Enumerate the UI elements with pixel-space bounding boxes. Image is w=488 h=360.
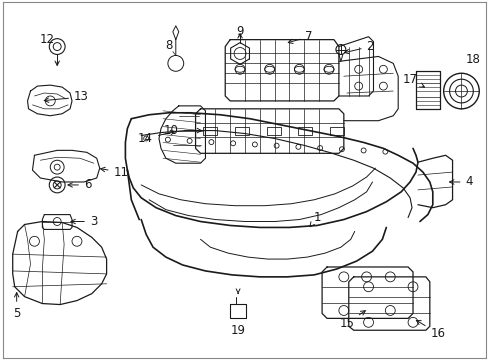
Text: 19: 19 — [230, 324, 245, 337]
Text: 6: 6 — [68, 179, 91, 192]
Text: 16: 16 — [415, 320, 445, 340]
Text: 15: 15 — [339, 311, 365, 330]
Bar — [235, 127, 248, 135]
Text: 5: 5 — [13, 293, 20, 320]
Text: 9: 9 — [236, 25, 244, 38]
Text: 18: 18 — [465, 53, 480, 66]
Text: 7: 7 — [287, 30, 312, 44]
Text: 10: 10 — [163, 124, 201, 137]
Bar — [203, 127, 217, 135]
Text: 14: 14 — [138, 130, 175, 145]
Bar — [298, 127, 311, 135]
Bar — [329, 127, 343, 135]
Text: 4: 4 — [448, 175, 472, 189]
Text: 3: 3 — [71, 215, 97, 228]
Text: 1: 1 — [309, 211, 320, 226]
Text: 2: 2 — [344, 40, 373, 54]
Text: 11: 11 — [101, 166, 128, 179]
Text: 8: 8 — [165, 39, 172, 52]
Text: 12: 12 — [40, 33, 55, 46]
Text: 13: 13 — [44, 90, 89, 103]
Bar — [266, 127, 280, 135]
Text: 17: 17 — [402, 73, 424, 87]
